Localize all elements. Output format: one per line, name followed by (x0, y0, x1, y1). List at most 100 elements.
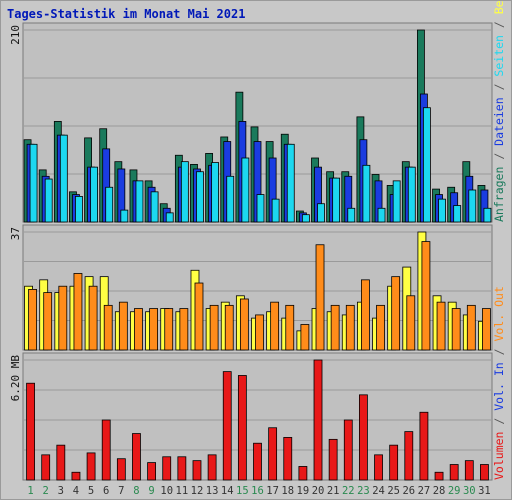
bar-seiten-day-20 (317, 203, 325, 223)
bar-rechner-day-5 (88, 285, 98, 351)
bar-rechner-day-11 (179, 308, 189, 351)
bar-rechner-day-25 (391, 276, 401, 351)
bar-seiten-day-29 (453, 205, 462, 223)
legend-entry: Seiten (492, 35, 506, 77)
x-tick-label-day-23: 23 (357, 485, 370, 497)
bar-seiten-day-4 (75, 195, 83, 223)
bar-rechner-day-17 (270, 301, 280, 351)
bar-seiten-day-13 (211, 162, 220, 223)
x-tick-label-day-29: 29 (448, 485, 461, 497)
x-tick-label-day-5: 5 (88, 485, 94, 497)
bar-rechner-day-7 (118, 301, 128, 351)
legend-entry: Besuche (492, 1, 506, 14)
bar-rechner-day-30 (466, 304, 476, 351)
bar-volumen-day-8 (132, 433, 141, 481)
bar-volumen-day-28 (434, 471, 444, 481)
bar-volumen-day-11 (177, 456, 187, 481)
legend-entry: / (492, 77, 506, 98)
bar-seiten-day-3 (59, 134, 68, 223)
bar-seiten-day-21 (332, 177, 341, 223)
x-tick-label-day-12: 12 (191, 485, 204, 497)
bar-rechner-day-29 (451, 308, 461, 351)
legend-entry: Volumen (492, 432, 506, 480)
bar-rechner-day-8 (134, 308, 143, 351)
bar-volumen-day-23 (359, 394, 368, 481)
bar-rechner-day-31 (482, 308, 491, 351)
x-tick-label-day-9: 9 (148, 485, 154, 497)
bar-volumen-day-17 (268, 427, 278, 481)
x-tick-label-day-16: 16 (251, 485, 264, 497)
y-max-label-3: 6.20 MB (9, 355, 22, 402)
bar-rechner-day-22 (345, 304, 355, 351)
bar-seiten-day-25 (392, 180, 401, 223)
bar-volumen-day-7 (116, 458, 126, 481)
x-tick-label-day-8: 8 (133, 485, 139, 497)
bar-volumen-day-19 (298, 466, 308, 481)
bar-volumen-day-24 (374, 454, 383, 481)
bar-rechner-day-12 (194, 282, 204, 351)
bar-volumen-day-4 (71, 471, 81, 481)
bar-volumen-day-3 (56, 444, 66, 481)
bar-seiten-day-11 (180, 161, 189, 223)
x-tick-label-day-28: 28 (433, 485, 446, 497)
x-tick-label-day-21: 21 (327, 485, 340, 497)
x-tick-label-day-20: 20 (312, 485, 325, 497)
bar-volumen-day-2 (41, 454, 51, 481)
bar-seiten-day-8 (135, 180, 144, 223)
bar-volumen-day-30 (464, 460, 474, 481)
bar-rechner-day-27 (421, 241, 431, 351)
bar-seiten-day-12 (196, 171, 204, 223)
x-tick-label-day-14: 14 (221, 485, 234, 497)
bar-rechner-day-1 (28, 289, 37, 351)
x-tick-label-day-4: 4 (73, 485, 79, 497)
x-tick-label-day-27: 27 (418, 485, 431, 497)
bar-seiten-day-10 (165, 212, 174, 223)
bar-rechner-day-10 (164, 308, 174, 351)
bar-volumen-day-5 (86, 452, 96, 481)
x-tick-label-day-26: 26 (402, 485, 415, 497)
bar-rechner-day-19 (300, 324, 310, 351)
bar-rechner-day-3 (58, 285, 68, 351)
bar-rechner-day-21 (330, 304, 340, 351)
bar-seiten-day-9 (150, 191, 159, 223)
bar-volumen-day-26 (404, 431, 414, 481)
bar-seiten-day-18 (286, 143, 295, 223)
bar-rechner-day-16 (255, 314, 264, 351)
legend-entry: Anfragen (492, 167, 506, 222)
bar-volumen-day-18 (283, 437, 293, 481)
legend-entry: / (492, 411, 506, 432)
x-tick-label-day-19: 19 (297, 485, 310, 497)
bar-volumen-day-22 (343, 419, 353, 481)
bar-seiten-day-31 (483, 207, 492, 223)
x-tick-label-day-7: 7 (118, 485, 124, 497)
bar-volumen-day-27 (419, 411, 429, 481)
bar-rechner-day-15 (239, 298, 249, 351)
x-tick-label-day-25: 25 (387, 485, 400, 497)
legend-entry: Vol. Out (492, 286, 506, 341)
bar-volumen-day-6 (101, 419, 111, 481)
bar-volumen-day-20 (313, 359, 323, 481)
chart-title: Tages-Statistik im Monat Mai 2021 (7, 7, 246, 21)
bar-rechner-day-14 (224, 304, 234, 351)
bar-seiten-day-5 (90, 166, 98, 223)
bar-seiten-day-6 (105, 186, 114, 223)
bar-rechner-day-28 (436, 301, 446, 351)
legend-entry: Dateien (492, 97, 506, 145)
x-tick-label-day-24: 24 (372, 485, 385, 497)
x-tick-label-day-3: 3 (58, 485, 64, 497)
x-tick-label-day-13: 13 (206, 485, 219, 497)
x-tick-label-day-18: 18 (281, 485, 294, 497)
bar-rechner-day-26 (406, 295, 416, 351)
legend-entry: Vol. In (492, 362, 506, 410)
bar-seiten-day-2 (44, 178, 53, 223)
legend-entry: / (492, 342, 506, 363)
bar-volumen-day-9 (147, 462, 156, 481)
bar-volumen-day-29 (449, 464, 459, 481)
x-tick-label-day-30: 30 (463, 485, 476, 497)
bar-seiten-day-15 (241, 157, 250, 223)
bar-volumen-day-14 (222, 371, 232, 481)
bar-rechner-day-9 (149, 308, 158, 351)
bar-rechner-day-13 (209, 304, 219, 351)
y-max-label-2: 37 (9, 227, 22, 240)
